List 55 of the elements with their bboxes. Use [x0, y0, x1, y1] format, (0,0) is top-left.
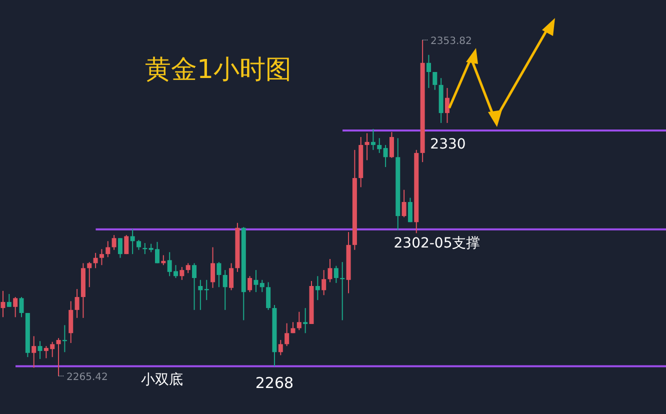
candlestick: [296, 311, 302, 331]
candlestick: [136, 240, 141, 250]
candlestick: [19, 296, 24, 318]
candlestick: [377, 138, 382, 154]
candlestick: [222, 270, 228, 310]
candlestick: [99, 248, 104, 266]
annotation: 2265.42: [66, 372, 108, 383]
candlestick: [432, 72, 438, 90]
candlestick: [303, 308, 308, 334]
candlestick: [328, 258, 332, 283]
candlestick: [124, 234, 129, 255]
candlestick: [112, 234, 116, 250]
candlestick: [444, 87, 450, 124]
candlestick: [186, 262, 190, 274]
candlestick: [315, 276, 320, 301]
candlestick: [56, 338, 61, 376]
candlestick: [216, 262, 222, 288]
ref-line-label: 2330: [430, 136, 466, 153]
candlestick: [370, 128, 376, 150]
candlestick: [260, 279, 264, 293]
ref-line-label: 小双底: [141, 372, 183, 388]
candlestick: [210, 246, 216, 288]
candlestick: [383, 144, 388, 168]
candlestick: [322, 270, 326, 296]
candlestick: [266, 282, 271, 310]
candlestick: [13, 296, 18, 318]
candlestick: [284, 322, 290, 347]
candlestick: [408, 197, 412, 223]
candlestick: [248, 276, 252, 293]
ref-line-label: 2302-05支撑: [394, 235, 480, 252]
candlestick: [402, 189, 406, 218]
candlestick: [334, 265, 338, 284]
candlestick: [278, 339, 283, 356]
candlestick: [32, 336, 36, 368]
candlestick: [130, 228, 135, 255]
candlestick: [106, 240, 110, 258]
text: 黄金1小时图: [145, 55, 292, 85]
candlestick: [87, 262, 92, 288]
candlestick: [68, 300, 74, 344]
candlestick: [364, 132, 370, 161]
candlestick: [254, 270, 258, 293]
candlestick: [180, 266, 184, 280]
candlestick: [426, 54, 431, 88]
annotation: 2353.82: [430, 36, 472, 47]
candlestick: [118, 238, 122, 258]
annotation: 2268: [255, 374, 294, 392]
candlestick: [198, 279, 203, 310]
candlestick: [229, 262, 234, 291]
candlestick: [74, 288, 80, 318]
candlestick: [389, 132, 394, 158]
candlestick: [0, 290, 6, 318]
candlestick: [93, 252, 98, 269]
candlestick: [38, 340, 42, 360]
candlestick: [6, 293, 12, 308]
candlestick: [192, 262, 197, 310]
